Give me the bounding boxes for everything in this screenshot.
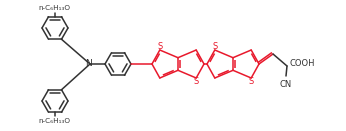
Text: S: S xyxy=(193,77,199,86)
Text: COOH: COOH xyxy=(290,59,316,69)
Text: n-C₆H₁₃O: n-C₆H₁₃O xyxy=(38,5,70,11)
Text: S: S xyxy=(248,77,254,86)
Text: S: S xyxy=(157,42,162,51)
Text: n-C₆H₁₃O: n-C₆H₁₃O xyxy=(38,118,70,124)
Text: CN: CN xyxy=(280,80,292,89)
Text: N: N xyxy=(85,59,92,69)
Text: S: S xyxy=(212,42,217,51)
